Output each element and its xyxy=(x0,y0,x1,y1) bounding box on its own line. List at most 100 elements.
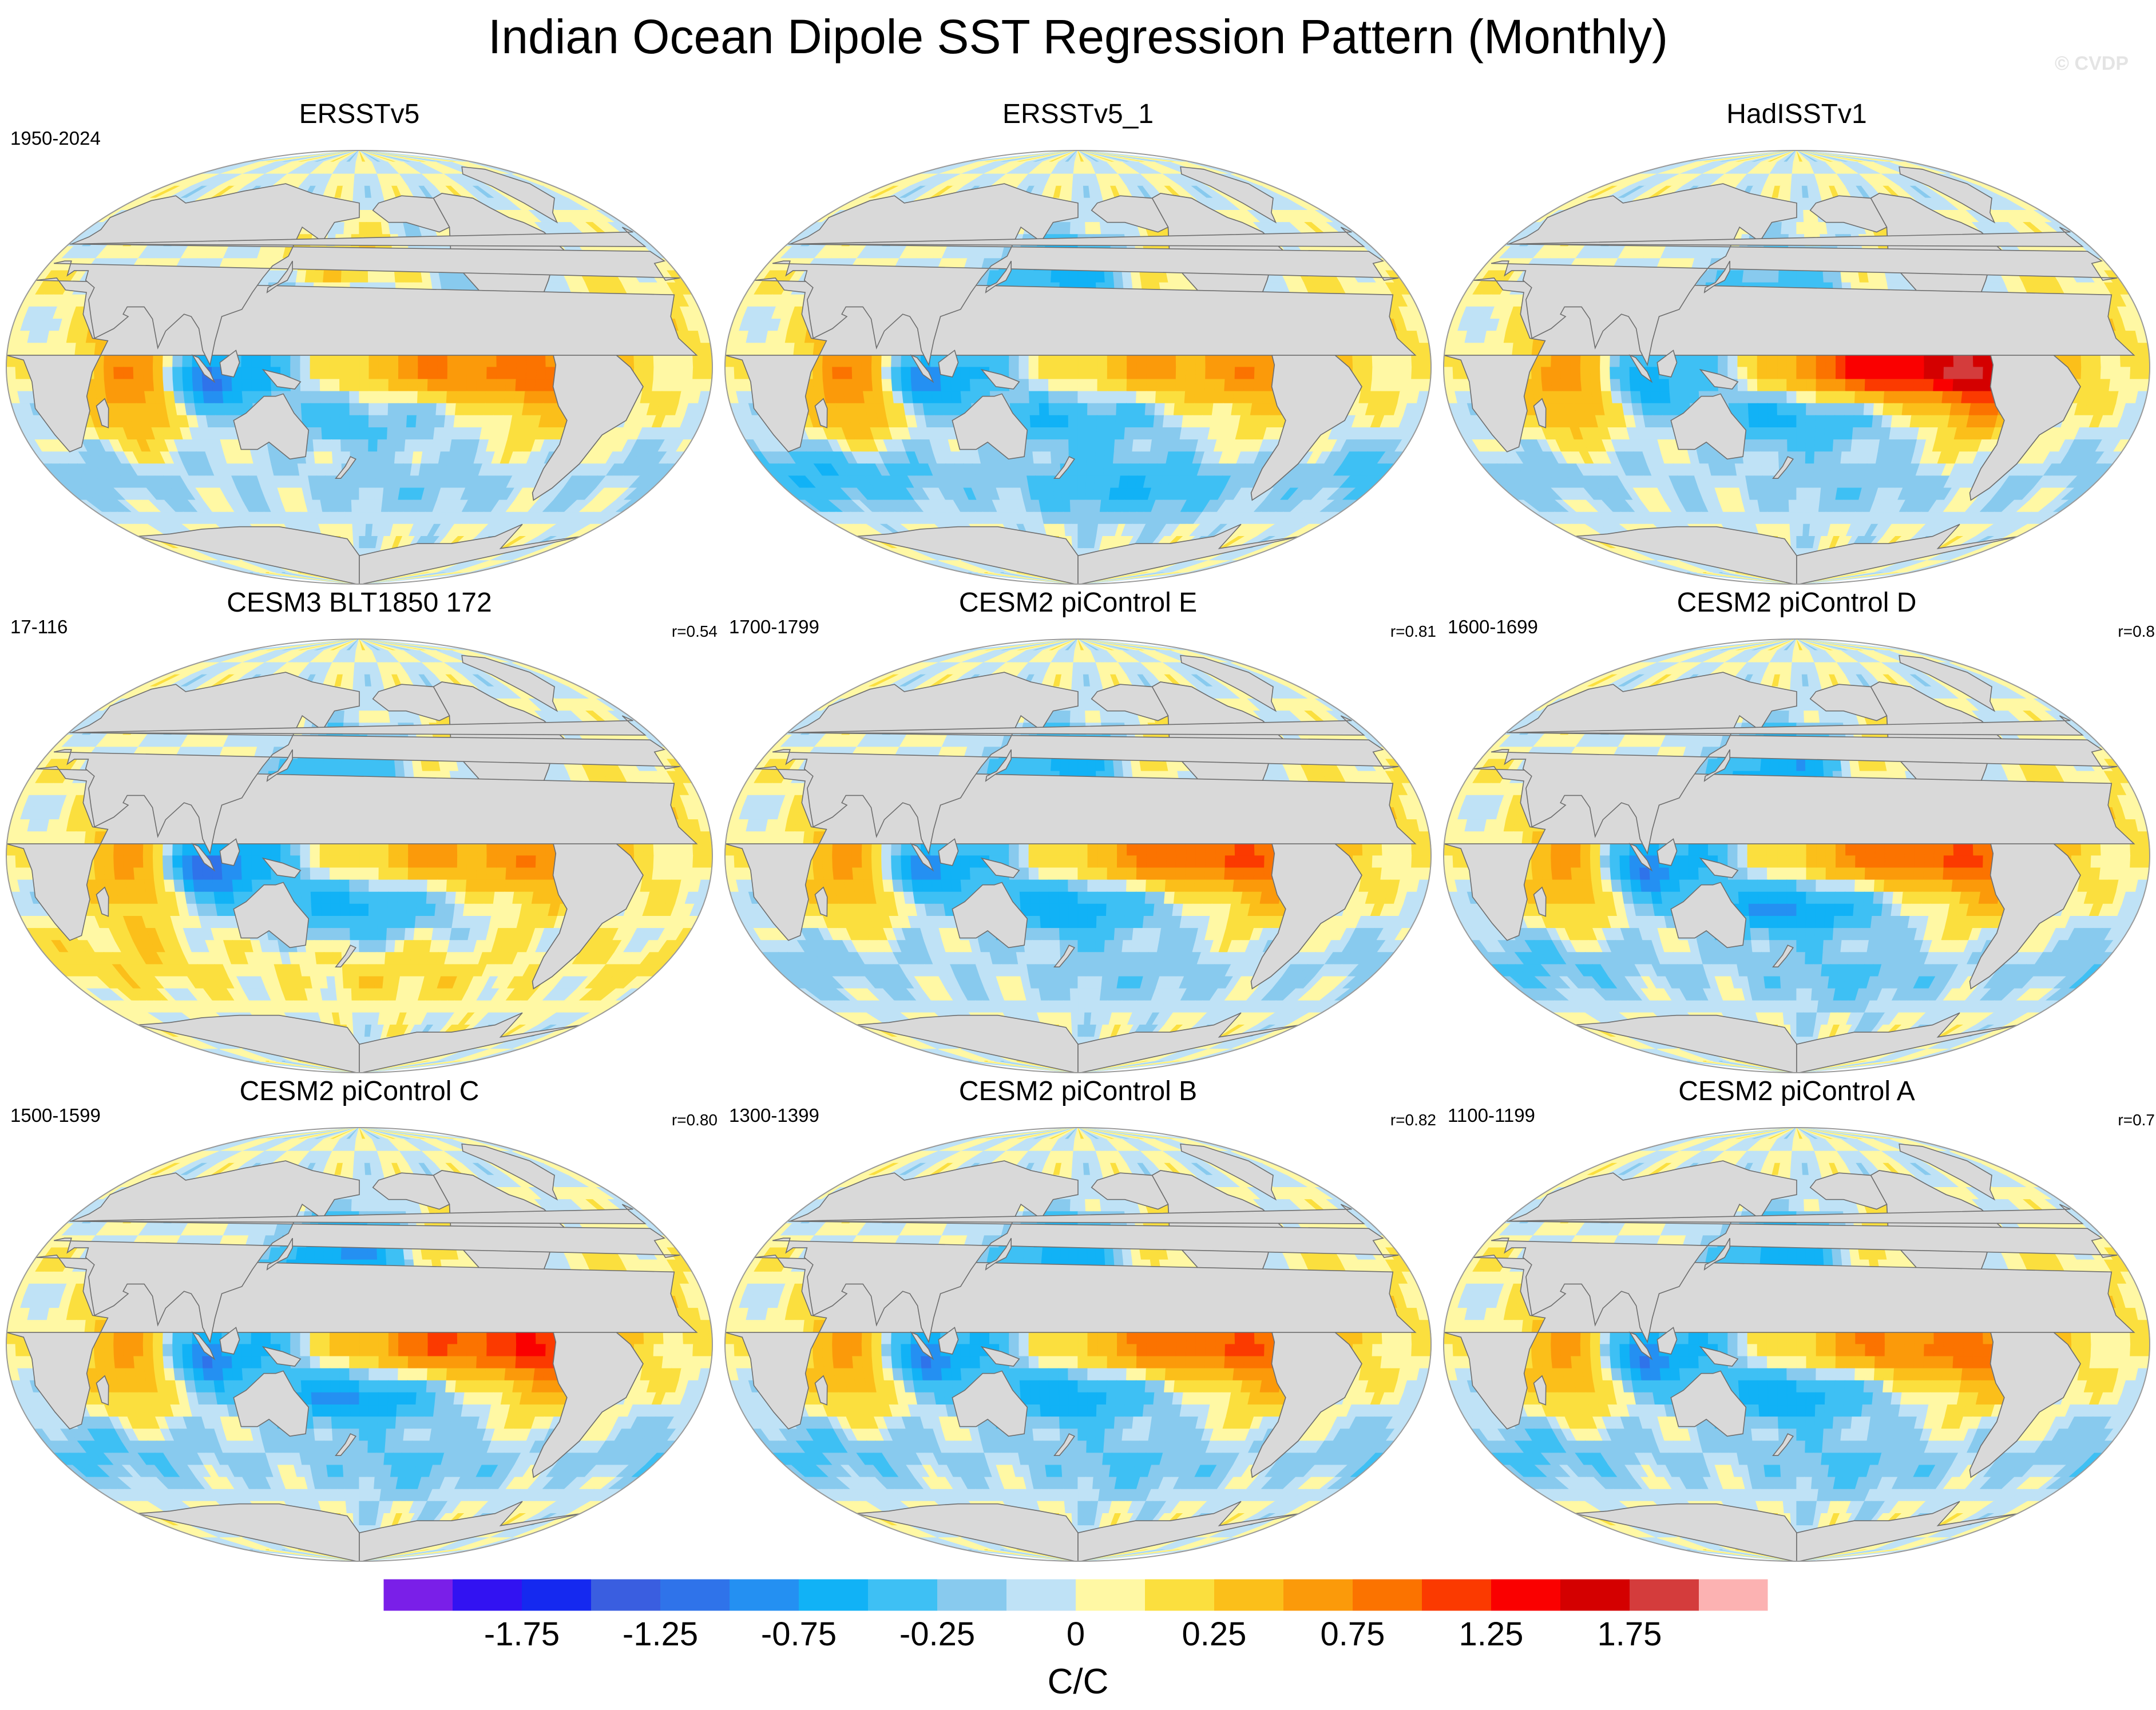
sst-cell xyxy=(378,355,390,368)
sst-cell xyxy=(418,355,429,368)
land-newguinea xyxy=(261,368,302,390)
sst-cell xyxy=(343,222,352,235)
sst-cell xyxy=(311,415,322,429)
sst-cell xyxy=(882,391,895,404)
sst-cell xyxy=(1095,451,1106,465)
sst-cell xyxy=(350,439,360,453)
sst-cell xyxy=(902,391,914,404)
sst-cell xyxy=(1039,403,1050,416)
sst-cell xyxy=(1095,463,1105,477)
sst-cell xyxy=(1029,391,1040,404)
sst-cell xyxy=(172,355,184,368)
sst-cell xyxy=(1097,367,1108,380)
sst-cell xyxy=(1224,355,1236,368)
sst-cell xyxy=(456,379,468,392)
sst-cell xyxy=(1165,379,1177,392)
sst-cell xyxy=(359,427,370,441)
sst-cell xyxy=(339,379,350,392)
sst-cell xyxy=(395,439,406,453)
sst-cell xyxy=(1116,379,1128,392)
sst-cell xyxy=(143,379,155,392)
sst-cell xyxy=(1039,391,1049,404)
sst-cell xyxy=(1040,439,1052,453)
sst-cell xyxy=(1203,391,1215,404)
sst-cell xyxy=(330,403,341,416)
sst-cell xyxy=(378,391,389,404)
sst-cell xyxy=(1136,355,1147,368)
sst-cell xyxy=(406,415,418,429)
sst-cell xyxy=(486,355,497,368)
sst-cell xyxy=(437,367,449,380)
sst-cell xyxy=(344,511,353,525)
sst-cell xyxy=(1087,427,1097,441)
sst-cell xyxy=(104,355,115,368)
sst-cell xyxy=(466,379,478,392)
sst-cell xyxy=(290,391,302,404)
sst-cell xyxy=(999,355,1010,368)
sst-cell xyxy=(1058,391,1069,404)
sst-cell xyxy=(671,379,684,392)
sst-cell xyxy=(1029,403,1040,416)
sst-cell xyxy=(172,367,184,380)
sst-cell xyxy=(483,403,496,416)
sst-cell xyxy=(1087,367,1098,380)
sst-cell xyxy=(375,475,386,489)
sst-cell xyxy=(1068,427,1079,441)
sst-cell xyxy=(414,427,426,441)
sst-cell xyxy=(474,403,486,416)
sst-cell xyxy=(352,523,360,537)
sst-cell xyxy=(25,343,38,356)
sst-cell xyxy=(1214,379,1226,392)
sst-cell xyxy=(1166,367,1177,380)
sst-cell xyxy=(359,197,367,211)
sst-cell xyxy=(359,439,369,453)
sst-cell xyxy=(1145,391,1157,404)
sst-cell xyxy=(496,379,507,392)
sst-cell xyxy=(1059,427,1069,441)
sst-cell xyxy=(702,367,713,380)
sst-cell xyxy=(1401,367,1413,380)
sst-cell xyxy=(1068,403,1079,416)
sst-cell xyxy=(359,511,367,525)
sst-cell xyxy=(152,355,164,368)
sst-cell xyxy=(1093,475,1104,489)
sst-cell xyxy=(1103,463,1114,477)
sst-cell xyxy=(734,343,747,356)
sst-cell xyxy=(1195,367,1206,380)
sst-cell xyxy=(241,379,252,392)
sst-cell xyxy=(417,379,429,392)
sst-cell xyxy=(653,367,664,380)
sst-cell xyxy=(329,379,340,392)
sst-cell xyxy=(1244,355,1255,368)
sst-cell xyxy=(812,367,824,380)
sst-cell xyxy=(192,379,204,392)
sst-cell xyxy=(486,367,497,380)
sst-cell xyxy=(330,415,341,429)
sst-cell xyxy=(505,379,517,392)
sst-cell xyxy=(1127,367,1138,380)
sst-cell xyxy=(367,270,378,283)
sst-cell xyxy=(734,379,747,392)
sst-cell xyxy=(1093,487,1103,501)
sst-cell xyxy=(1124,415,1136,429)
sst-cell xyxy=(891,355,902,368)
sst-cell xyxy=(1104,439,1116,453)
sst-cell xyxy=(290,367,301,380)
sst-cell xyxy=(525,379,537,392)
sst-cell xyxy=(1144,403,1156,416)
sst-cell xyxy=(443,415,456,429)
sst-cell xyxy=(682,367,694,380)
sst-cell xyxy=(385,451,396,465)
sst-cell xyxy=(1184,391,1196,404)
sst-cell xyxy=(1077,511,1086,525)
sst-cell xyxy=(55,343,67,356)
sst-cell xyxy=(349,415,360,429)
sst-cell xyxy=(319,367,331,380)
map-plot xyxy=(724,150,1432,585)
sst-cell xyxy=(351,499,360,513)
sst-cell xyxy=(1054,222,1064,235)
sst-cell xyxy=(423,427,435,441)
sst-cell xyxy=(873,391,885,404)
sst-cell xyxy=(692,355,704,368)
sst-cell xyxy=(525,367,537,380)
